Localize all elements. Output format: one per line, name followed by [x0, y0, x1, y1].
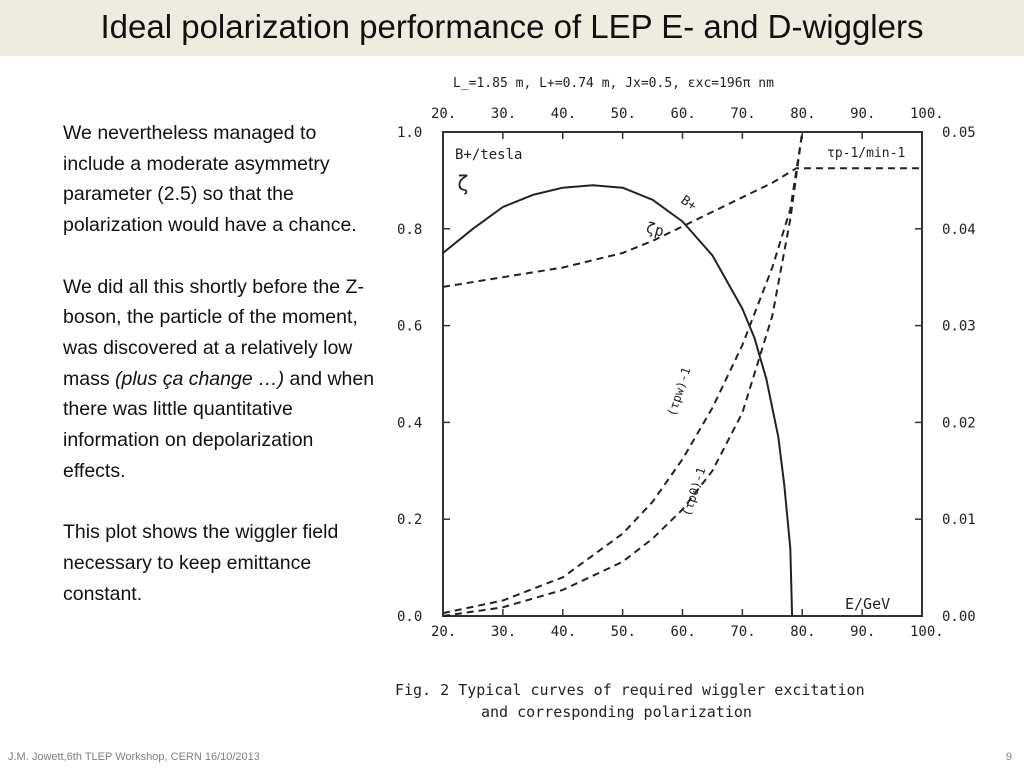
params-line: L_=1.85 m, L+=0.74 m, Jx=0.5, εxc=196π n… — [453, 76, 774, 91]
y-left-tick-label: 0.6 — [397, 319, 422, 335]
zeta-curve — [442, 167, 922, 288]
x-top-tick-label: 40. — [551, 106, 576, 122]
paragraph-1: We nevertheless managed to include a mod… — [63, 122, 357, 237]
title-bar — [0, 0, 1024, 56]
x-bottom-tick-label: 50. — [611, 624, 636, 640]
y-right-tick-label: 0.02 — [942, 415, 975, 431]
left-axis-label: B+/tesla — [455, 147, 522, 163]
chart: L_=1.85 m, L+=0.74 m, Jx=0.5, εxc=196π n… — [395, 76, 976, 721]
x-top-tick-label: 70. — [730, 106, 755, 122]
y-left-tick-label: 0.2 — [397, 512, 422, 528]
y-left-tick-label: 0.4 — [397, 415, 422, 431]
zeta-label: ζ — [457, 171, 469, 195]
paragraph-2: We did all this shortly before the Z-bos… — [63, 272, 375, 487]
x-top-tick-label: 30. — [491, 106, 516, 122]
y-left-tick-label: 0.0 — [397, 609, 422, 625]
x-top-tick-label: 50. — [611, 106, 636, 122]
body-text: We nevertheless managed to include a mod… — [63, 118, 375, 640]
paragraph-3: This plot shows the wiggler field necess… — [63, 521, 339, 605]
x-top-tick-label: 90. — [850, 106, 875, 122]
bplus-curve — [442, 184, 794, 617]
y-right-tick-label: 0.00 — [942, 609, 975, 625]
footer: J.M. Jowett,6th TLEP Workshop, CERN 16/1… — [8, 751, 260, 763]
tau-0-curve — [442, 131, 804, 617]
x-axis-label: E/GeV — [845, 595, 890, 613]
x-top-tick-label: 100. — [910, 106, 944, 122]
y-right-tick-label: 0.03 — [942, 319, 975, 335]
figure: L_=1.85 m, L+=0.74 m, Jx=0.5, εxc=196π n… — [385, 62, 976, 727]
x-top-tick-label: 20. — [431, 106, 456, 122]
x-top-tick-label: 80. — [790, 106, 815, 122]
x-bottom-tick-label: 100. — [910, 624, 944, 640]
x-bottom-tick-label: 40. — [551, 624, 576, 640]
paragraph-2-start: We did all this shortly before the Z-bos… — [63, 275, 364, 390]
label-tau-0: (τp0)-1 — [680, 465, 709, 517]
y-right-tick-label: 0.01 — [942, 512, 975, 528]
y-right-tick-label: 0.04 — [942, 222, 975, 238]
tau-w-curve — [442, 131, 804, 615]
y-left-tick-label: 0.8 — [397, 222, 422, 238]
y-left-tick-label: 1.0 — [397, 125, 422, 141]
page-number: 9 — [1005, 751, 1012, 763]
right-axis-label: τp-1/min-1 — [827, 146, 905, 161]
x-bottom-tick-label: 70. — [730, 624, 755, 640]
paragraph-2-italic: (plus ça change …) — [115, 367, 285, 390]
y-right-tick-label: 0.05 — [942, 125, 975, 141]
x-bottom-tick-label: 60. — [671, 624, 696, 640]
label-zeta: ζp — [644, 218, 666, 240]
x-bottom-tick-label: 90. — [850, 624, 875, 640]
caption-line-2: and corresponding polarization — [481, 703, 752, 721]
paragraph-2-end: and when there was little quantitative i… — [63, 367, 375, 482]
x-bottom-tick-label: 80. — [790, 624, 815, 640]
caption-line-1: Fig. 2 Typical curves of required wiggle… — [395, 681, 865, 699]
label-bplus: B+ — [678, 193, 700, 214]
x-bottom-tick-label: 20. — [431, 624, 456, 640]
x-top-tick-label: 60. — [671, 106, 696, 122]
x-bottom-tick-label: 30. — [491, 624, 516, 640]
label-tau-w: (τpw)-1 — [665, 365, 694, 417]
slide-title: Ideal polarization performance of LEP E-… — [100, 8, 924, 45]
